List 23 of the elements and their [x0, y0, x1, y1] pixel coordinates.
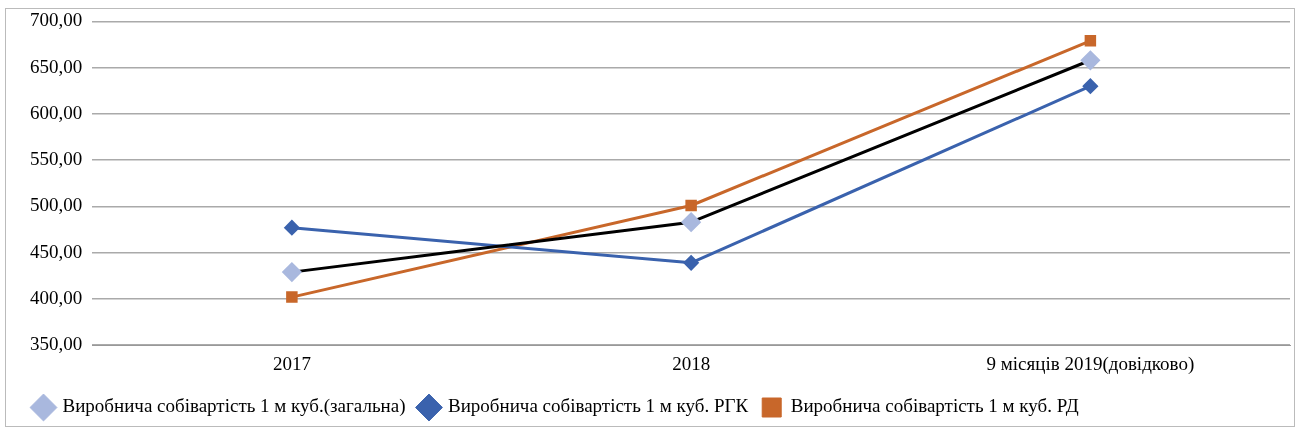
x-tick-label: 2017 — [272, 352, 311, 374]
y-tick-label: 700,00 — [30, 9, 83, 31]
legend-label: Виробнича собівартість 1 м куб. РД — [790, 395, 1079, 417]
point — [1082, 78, 1098, 94]
y-tick-label: 600,00 — [30, 101, 83, 123]
legend-label: Виробнича собівартість 1 м куб.(загальна) — [62, 395, 406, 418]
point — [1084, 35, 1097, 47]
point — [1080, 50, 1100, 70]
legend-label: Виробнича собівартість 1 м куб. РГК — [447, 395, 749, 417]
y-tick-label: 400,00 — [30, 286, 83, 308]
y-tick-label: 550,00 — [30, 148, 83, 170]
point — [282, 262, 302, 282]
point — [284, 220, 300, 236]
y-tick-label: 350,00 — [30, 333, 83, 355]
point — [286, 291, 298, 303]
x-tick-label: 2018 — [672, 352, 711, 374]
y-tick-label: 650,00 — [30, 55, 83, 77]
point — [683, 255, 699, 271]
x-tick-label: 9 місяців 2019(довідково) — [986, 352, 1195, 375]
y-tick-label: 500,00 — [30, 194, 83, 216]
point — [685, 199, 697, 212]
point — [681, 212, 701, 232]
y-tick-label: 450,00 — [30, 240, 83, 262]
